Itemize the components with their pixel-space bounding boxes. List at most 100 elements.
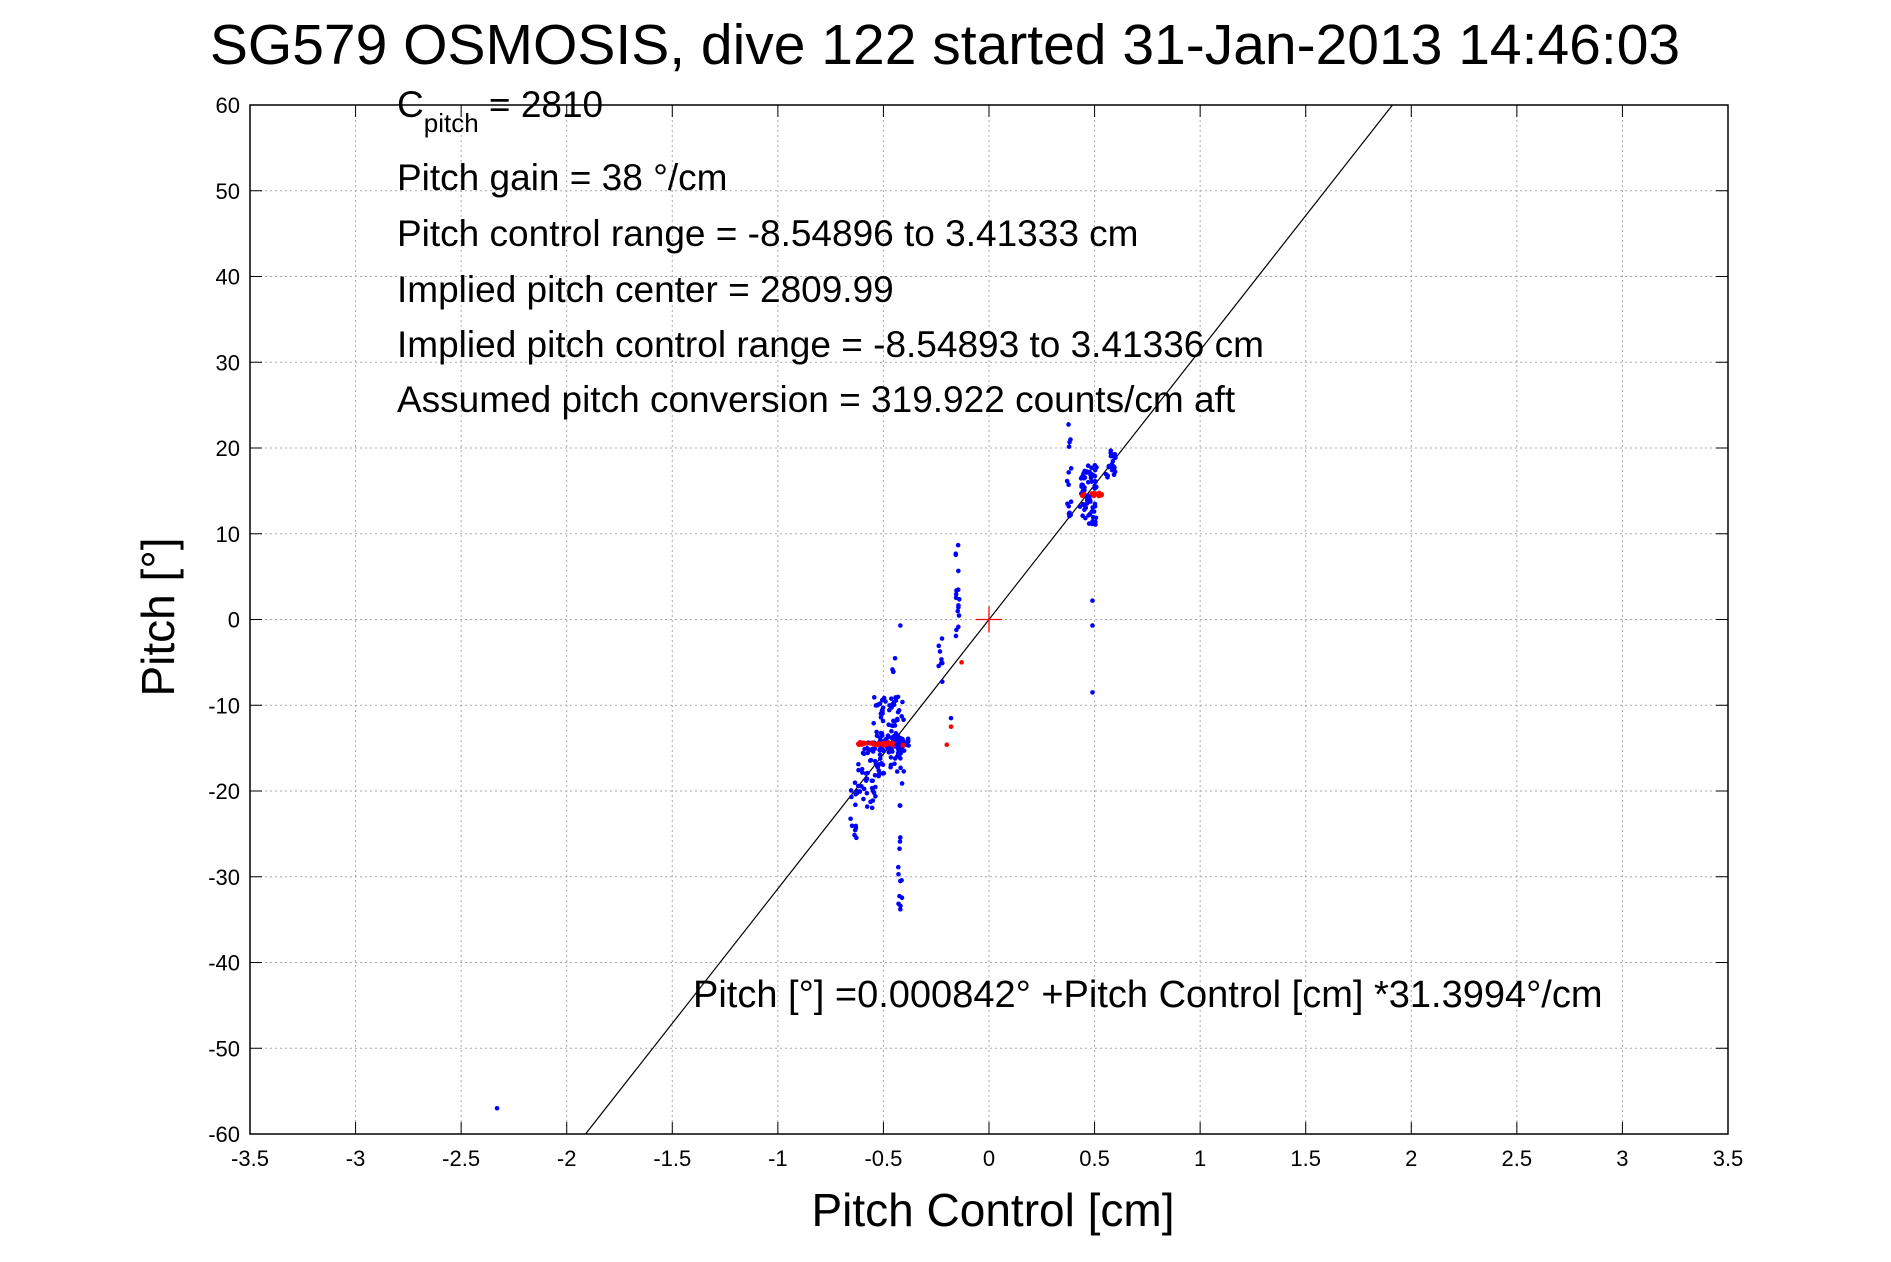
blue-data-point [901, 717, 906, 723]
blue-data-point [889, 728, 894, 734]
blue-data-point [1090, 598, 1095, 603]
blue-data-point [1066, 482, 1071, 487]
annotation-block: Cpitch = 2810 Pitch gain = 38 °/cm Pitch… [397, 84, 1264, 420]
blue-data-point [868, 799, 873, 805]
blue-data-point [886, 707, 892, 713]
blue-data-point [956, 624, 961, 630]
red-data-point [857, 741, 862, 746]
blue-data-point [1092, 478, 1098, 484]
blue-data-point [896, 743, 902, 748]
blue-data-point [1086, 513, 1091, 518]
x-tick-label: -1.5 [653, 1146, 691, 1171]
blue-data-point [855, 783, 861, 789]
blue-data-point [953, 591, 959, 597]
x-tick-label: 0 [983, 1146, 995, 1171]
y-tick-label: 0 [228, 608, 240, 633]
blue-data-point [859, 766, 865, 772]
blue-data-point [1090, 505, 1095, 510]
blue-data-point [896, 871, 901, 877]
chart-title: SG579 OSMOSIS, dive 122 started 31-Jan-2… [210, 13, 1680, 77]
blue-data-point [1066, 444, 1072, 449]
y-axis-label: Pitch [°] [132, 537, 184, 696]
blue-data-point [856, 767, 861, 773]
blue-data-point [953, 595, 959, 601]
blue-data-point [849, 823, 855, 829]
blue-data-point [891, 699, 897, 705]
x-tick-label: 2.5 [1502, 1146, 1533, 1171]
blue-data-point [891, 734, 896, 740]
blue-data-point [848, 816, 853, 822]
blue-data-point [886, 750, 892, 755]
blue-data-point [881, 770, 887, 776]
blue-data-point [895, 733, 901, 738]
x-tick-label: 1.5 [1290, 1146, 1321, 1171]
red-data-point [870, 741, 876, 746]
blue-data-point [939, 657, 944, 662]
blue-data-point [864, 790, 870, 796]
blue-data-point [1083, 515, 1088, 521]
blue-data-point [1068, 466, 1074, 471]
blue-data-point [876, 768, 882, 773]
blue-data-point [892, 655, 898, 661]
blue-data-point [1089, 465, 1094, 471]
red-data-point [1081, 491, 1087, 497]
blue-data-point [901, 748, 907, 753]
blue-data-point [940, 679, 945, 684]
y-tick-label: -20 [208, 779, 240, 804]
blue-data-point [869, 805, 875, 811]
blue-data-point [873, 794, 878, 799]
blue-data-point [878, 711, 884, 716]
blue-data-point [865, 770, 870, 776]
blue-data-point [494, 1105, 500, 1111]
y-tick-label: 40 [216, 265, 240, 290]
blue-data-point [1093, 519, 1098, 525]
annotation-implied-range: Implied pitch control range = -8.54893 t… [397, 324, 1264, 365]
x-tick-label: -3 [346, 1146, 366, 1171]
red-data-point [901, 742, 906, 748]
blue-data-point [936, 663, 941, 669]
blue-data-point [880, 705, 886, 710]
blue-data-point [880, 718, 886, 724]
blue-data-point [879, 697, 885, 703]
blue-data-point [885, 733, 891, 738]
blue-data-point [1111, 464, 1116, 469]
blue-data-point [898, 903, 903, 909]
red-data-point [948, 724, 954, 729]
blue-data-point [894, 769, 900, 774]
red-data-point [1099, 492, 1104, 497]
y-tick-label: -50 [208, 1036, 240, 1061]
x-tick-label: -2 [557, 1146, 577, 1171]
blue-data-point [853, 823, 859, 829]
blue-data-point [867, 758, 873, 763]
plot-frame [249, 104, 1729, 1135]
blue-data-point [955, 608, 961, 614]
blue-data-point [878, 756, 883, 761]
blue-data-point [871, 720, 876, 726]
blue-data-point [897, 893, 902, 899]
blue-data-point [936, 643, 942, 649]
fit-line-layer [585, 104, 1393, 1135]
blue-data-point [864, 776, 870, 781]
blue-data-point [897, 846, 902, 852]
blue-data-point [860, 770, 865, 775]
blue-data-point [886, 722, 891, 728]
blue-data-point [940, 660, 945, 666]
y-tick-label: 60 [216, 93, 240, 118]
blue-data-point [1105, 474, 1110, 480]
red-data-point [890, 743, 895, 748]
blue-data-point [1087, 497, 1093, 503]
blue-data-point [1066, 422, 1071, 427]
blue-data-point [1084, 501, 1090, 506]
blue-data-point [897, 839, 903, 844]
blue-data-point [857, 789, 863, 794]
red-data-point [959, 660, 964, 665]
blue-data-point [1085, 479, 1091, 485]
blue-data-point [948, 715, 954, 721]
red-data-point [1089, 491, 1095, 496]
blue-data-point [877, 747, 882, 753]
fit-equation: Pitch [°] =0.000842° +Pitch Control [cm]… [693, 974, 1603, 1016]
blue-data-point [898, 756, 903, 761]
x-tick-label: 2 [1405, 1146, 1417, 1171]
blue-data-point [1112, 469, 1118, 475]
